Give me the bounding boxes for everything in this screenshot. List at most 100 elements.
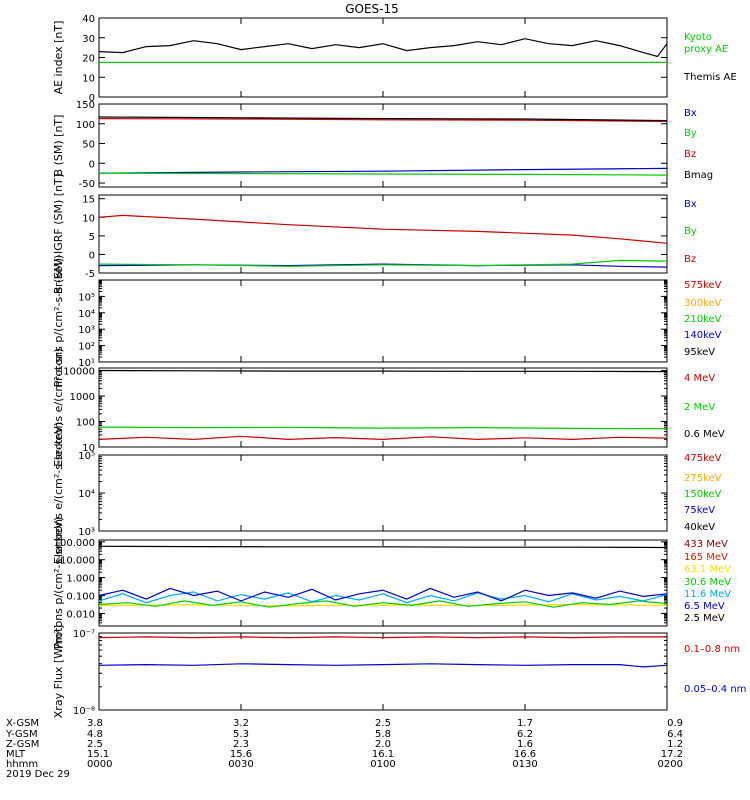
legend-label: 0.6 MeV [684, 429, 725, 440]
series-line-0-6-mev [98, 369, 668, 373]
chart-panel-4: 10¹ 10² 10³ 10⁴ 10⁵ Protons p/(cm²-s-sr-keV) 5… [52, 255, 722, 388]
ephemeris-value: 4.8 [87, 729, 103, 740]
y-tick-label: 100.000 [54, 538, 95, 549]
legend-label: 11.6 MeV [684, 589, 731, 600]
legend-label: 6.5 MeV [684, 601, 725, 612]
y-tick-label: 10000 [63, 367, 95, 378]
y-tick-label: 0 [89, 250, 95, 261]
ephemeris-value: 0000 [87, 759, 112, 770]
ephemeris-value: 15.1 [87, 749, 109, 760]
series-line-11-6-mev [98, 591, 668, 604]
legend-label: 300keV [684, 298, 722, 309]
ephemeris-value: 2.5 [375, 718, 391, 729]
ephemeris-row-label: 2019 Dec 29 [6, 769, 70, 780]
ephemeris-value: 6.2 [517, 729, 533, 740]
legend-label: Kyoto [684, 32, 712, 43]
legend-label: Themis AE [683, 72, 737, 83]
legend-label: 140keV [684, 330, 722, 341]
ephemeris-value: 2.5 [87, 739, 103, 750]
series-line-30-6-mev [98, 600, 668, 608]
series-line-by [98, 259, 668, 267]
plot-frame [98, 454, 668, 532]
plot-frame [98, 539, 668, 627]
y-tick-label: 100 [76, 120, 95, 131]
legend-label: Bz [684, 254, 696, 265]
ephemeris-value: 0130 [512, 759, 537, 770]
chart-panel-6: 10³ 10⁴ 10⁵ Electrons e/(cm²-s-sr-keV) 475ke… [52, 422, 722, 564]
ephemeris-value: 5.8 [375, 729, 391, 740]
legend-label: 165 MeV [684, 552, 728, 563]
series-line-bmag [98, 116, 668, 122]
series-line-by [98, 172, 668, 176]
ephemeris-value: 16.1 [372, 749, 394, 760]
legend-label: 95keV [684, 347, 715, 358]
legend-label: 210keV [684, 314, 722, 325]
y-axis-label: Protons p/(cm²-s-sr-keV) [52, 517, 65, 650]
ephemeris-row-label: Z-GSM [6, 739, 39, 750]
series-line-0-05-0-4-nm [98, 663, 668, 668]
legend-label: 2 MeV [684, 402, 715, 413]
legend-label: 475keV [684, 453, 722, 464]
y-tick-label: 10 [82, 213, 95, 224]
legend-label: By [684, 128, 697, 139]
y-axis-label: Protons p/(cm²-s-sr-keV) [52, 255, 65, 388]
chart-panel-2: -50 0 50 100 150 B (SM) [nT] Bx By Bz Bmag [52, 100, 713, 190]
y-tick-label: -50 [79, 179, 95, 190]
y-axis-label: B (SM) [nT] [52, 115, 65, 177]
legend-label: 30.6 MeV [684, 577, 731, 588]
y-tick-label: 50 [82, 140, 95, 151]
legend-label: 575keV [684, 280, 722, 291]
ephemeris-value: 0.9 [667, 718, 683, 729]
y-tick-label: 10⁻⁸ [73, 706, 95, 717]
legend-label: 63.1 MeV [684, 564, 731, 575]
y-tick-label: 100 [76, 418, 95, 429]
y-tick-label: 40 [82, 14, 95, 25]
ephemeris-value: 1.7 [517, 718, 533, 729]
ephemeris-value: 0200 [658, 759, 683, 770]
ephemeris-row-label: hhmm [6, 759, 38, 770]
ephemeris-value: 1.2 [667, 739, 683, 750]
y-tick-label: 0.010 [66, 609, 95, 620]
series-line-bz [98, 214, 668, 244]
y-tick-label: 10⁴ [78, 309, 95, 320]
figure-title: GOES-15 [345, 2, 399, 16]
ephemeris-value: 16.6 [514, 749, 536, 760]
chart-panel-8: 10⁻⁸ 10⁻⁷ Xray Flux [W/m²] 0.1–0.8 nm 0.05–0… [52, 625, 746, 718]
legend-label: 75keV [684, 505, 715, 516]
legend-label: Bz [684, 149, 696, 160]
ephemeris-value: 3.8 [87, 718, 103, 729]
legend-label: Bx [684, 108, 697, 119]
y-axis-label: Electrons e/(cm²-s-sr) [52, 348, 65, 467]
series-line-2-5-mev [98, 545, 668, 549]
series-line-6-5-mev [98, 587, 668, 602]
plot-frame [98, 367, 668, 448]
ephemeris-value: 17.2 [661, 749, 683, 760]
legend-label: 2.5 MeV [684, 613, 725, 624]
legend-label: 275keV [684, 473, 722, 484]
series-line-63-1-mev [98, 603, 668, 607]
legend-label: By [684, 226, 697, 237]
y-tick-label: 10¹ [78, 358, 95, 369]
ephemeris-row-label: X-GSM [6, 718, 39, 729]
legend-label: Bx [684, 199, 697, 210]
plot-frame [98, 194, 668, 274]
y-tick-label: 0 [89, 159, 95, 170]
series-line-4-mev [98, 435, 668, 441]
legend-label: 4 MeV [684, 373, 715, 384]
ephemeris-value: 3.2 [233, 718, 249, 729]
ephemeris-row-label: Y-GSM [5, 729, 38, 740]
y-tick-label: 15 [82, 195, 95, 206]
plot-frame [98, 279, 668, 363]
legend-label: 150keV [684, 489, 722, 500]
series-line-bx [98, 167, 668, 174]
y-tick-label: 150 [76, 100, 95, 111]
legend-label: 0.1–0.8 nm [684, 644, 740, 655]
series-line-bz [98, 118, 668, 122]
y-axis-label: B (SM)-IGRF (SM) [nT] [52, 174, 65, 294]
legend-label: 40keV [684, 522, 715, 533]
